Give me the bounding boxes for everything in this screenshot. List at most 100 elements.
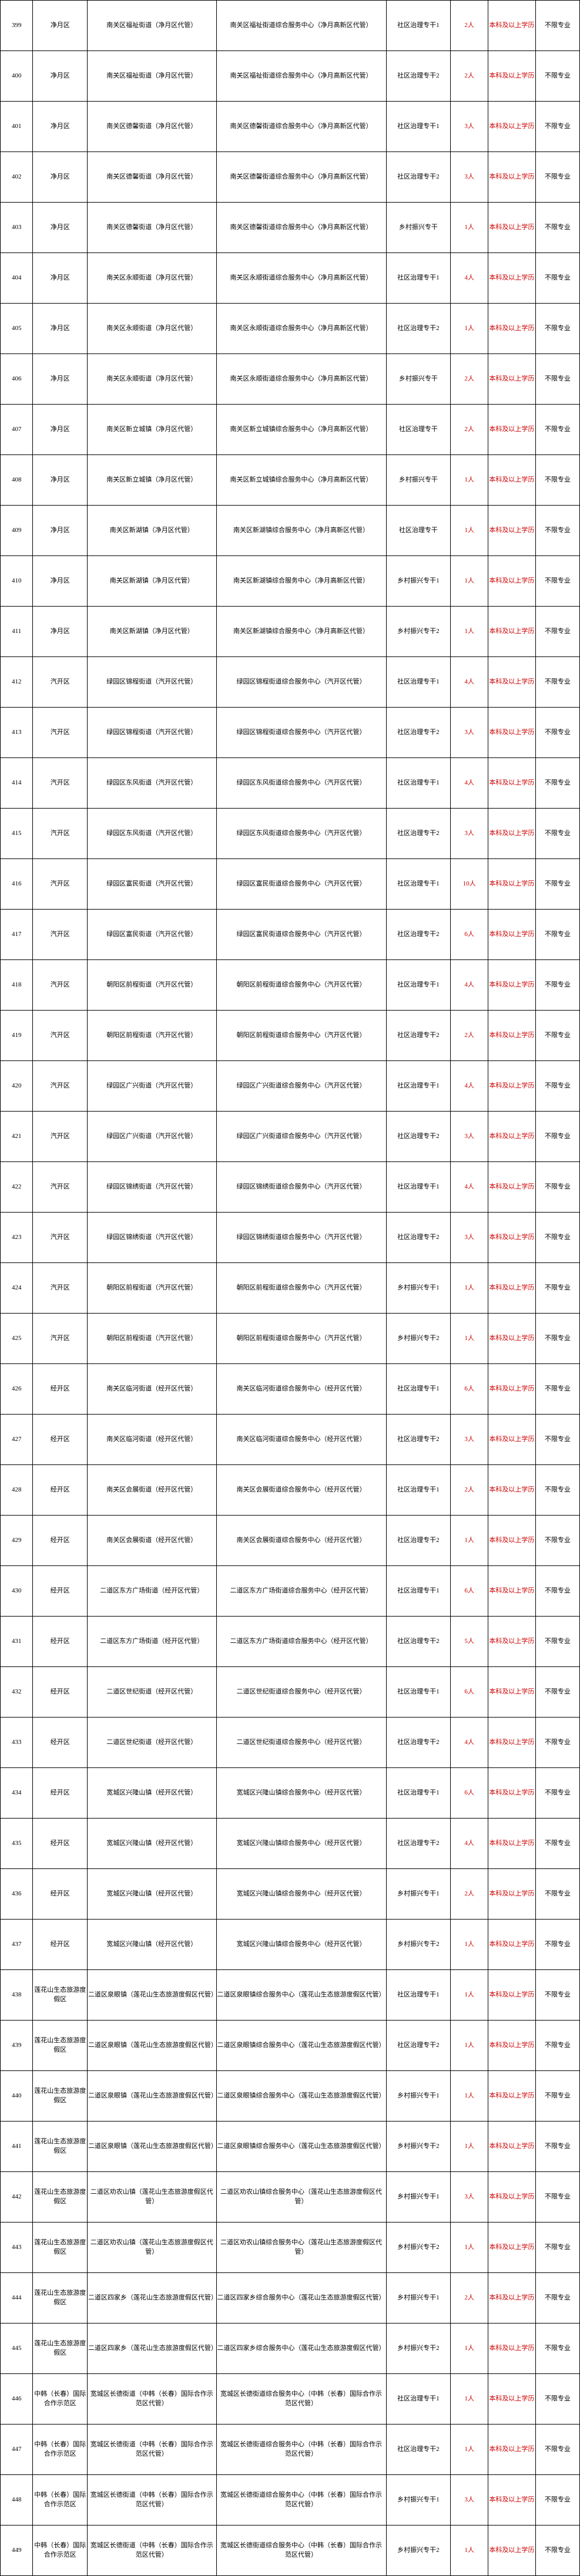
major-cell: 不限专业 — [535, 1112, 579, 1162]
district-cell: 莲花山生态旅游度假区 — [33, 2071, 87, 2122]
count-cell: 2人 — [451, 1869, 488, 1920]
major-cell: 不限专业 — [535, 1213, 579, 1263]
row-index: 413 — [1, 708, 33, 758]
post-cell: 乡村振兴专干 — [386, 354, 451, 405]
district-cell: 中韩（长春）国际合作示范区 — [33, 2475, 87, 2526]
row-index: 425 — [1, 1314, 33, 1364]
count-cell: 1人 — [451, 304, 488, 354]
major-cell: 不限专业 — [535, 1920, 579, 1970]
district-cell: 莲花山生态旅游度假区 — [33, 2324, 87, 2374]
district-cell: 净月区 — [33, 455, 87, 506]
center-cell: 宽城区兴隆山镇综合服务中心（经开区代管） — [216, 1819, 386, 1869]
count-cell: 3人 — [451, 708, 488, 758]
count-cell: 3人 — [451, 809, 488, 859]
table-row: 431经开区二道区东方广场街道（经开区代管）二道区东方广场街道综合服务中心（经开… — [1, 1617, 580, 1667]
street-cell: 绿园区东风街道（汽开区代管） — [87, 758, 216, 809]
table-row: 446中韩（长春）国际合作示范区宽城区长德街道（中韩（长春）国际合作示范区代管）… — [1, 2374, 580, 2425]
center-cell: 绿园区富民街道综合服务中心（汽开区代管） — [216, 910, 386, 960]
table-row: 427经开区南关区临河街道（经开区代管）南关区临河街道综合服务中心（经开区代管）… — [1, 1415, 580, 1465]
major-cell: 不限专业 — [535, 657, 579, 708]
count-cell: 1人 — [451, 2122, 488, 2172]
count-cell: 3人 — [451, 1213, 488, 1263]
center-cell: 南关区会展街道综合服务中心（经开区代管） — [216, 1516, 386, 1566]
edu-cell: 本科及以上学历 — [488, 859, 535, 910]
street-cell: 二道区四家乡（莲花山生态旅游度假区代管） — [87, 2273, 216, 2324]
row-index: 415 — [1, 809, 33, 859]
count-cell: 3人 — [451, 2172, 488, 2223]
major-cell: 不限专业 — [535, 253, 579, 304]
major-cell: 不限专业 — [535, 758, 579, 809]
district-cell: 莲花山生态旅游度假区 — [33, 2021, 87, 2071]
street-cell: 南关区福祉街道（净月区代管） — [87, 1, 216, 51]
center-cell: 南关区新立城镇综合服务中心（净月高新区代管） — [216, 455, 386, 506]
district-cell: 净月区 — [33, 253, 87, 304]
major-cell: 不限专业 — [535, 152, 579, 203]
center-cell: 二道区东方广场街道综合服务中心（经开区代管） — [216, 1617, 386, 1667]
district-cell: 净月区 — [33, 203, 87, 253]
row-index: 399 — [1, 1, 33, 51]
edu-cell: 本科及以上学历 — [488, 1415, 535, 1465]
post-cell: 社区治理专干1 — [386, 1061, 451, 1112]
district-cell: 中韩（长春）国际合作示范区 — [33, 2425, 87, 2475]
table-row: 423汽开区绿园区锦绣街道（汽开区代管）绿园区锦绣街道综合服务中心（汽开区代管）… — [1, 1213, 580, 1263]
street-cell: 朝阳区前程街道（汽开区代管） — [87, 1263, 216, 1314]
edu-cell: 本科及以上学历 — [488, 405, 535, 455]
edu-cell: 本科及以上学历 — [488, 758, 535, 809]
street-cell: 二道区泉眼镇（莲花山生态旅游度假区代管） — [87, 2122, 216, 2172]
edu-cell: 本科及以上学历 — [488, 1718, 535, 1768]
street-cell: 绿园区广兴街道（汽开区代管） — [87, 1061, 216, 1112]
edu-cell: 本科及以上学历 — [488, 1162, 535, 1213]
major-cell: 不限专业 — [535, 1, 579, 51]
center-cell: 南关区福祉街道综合服务中心（净月高新区代管） — [216, 1, 386, 51]
row-index: 400 — [1, 51, 33, 102]
row-index: 436 — [1, 1869, 33, 1920]
major-cell: 不限专业 — [535, 1314, 579, 1364]
table-row: 444莲花山生态旅游度假区二道区四家乡（莲花山生态旅游度假区代管）二道区四家乡综… — [1, 2273, 580, 2324]
edu-cell: 本科及以上学历 — [488, 2122, 535, 2172]
center-cell: 绿园区东风街道综合服务中心（汽开区代管） — [216, 758, 386, 809]
district-cell: 经开区 — [33, 1718, 87, 1768]
district-cell: 经开区 — [33, 1465, 87, 1516]
table-row: 401净月区南关区德馨街道（净月区代管）南关区德馨街道综合服务中心（净月高新区代… — [1, 102, 580, 152]
center-cell: 南关区临河街道综合服务中心（经开区代管） — [216, 1415, 386, 1465]
table-body: 399 净月区 南关区福祉街道（净月区代管）南关区福祉街道综合服务中心（净月高新区代… — [1, 1, 580, 2576]
edu-cell: 本科及以上学历 — [488, 1667, 535, 1718]
edu-cell: 本科及以上学历 — [488, 1213, 535, 1263]
row-index: 403 — [1, 203, 33, 253]
count-cell: 4人 — [451, 1061, 488, 1112]
center-cell: 绿园区锦程街道综合服务中心（汽开区代管） — [216, 708, 386, 758]
center-cell: 二道区泉眼镇综合服务中心（莲花山生态旅游度假区代管） — [216, 2071, 386, 2122]
street-cell: 绿园区广兴街道（汽开区代管） — [87, 1112, 216, 1162]
table-row: 422汽开区绿园区锦绣街道（汽开区代管）绿园区锦绣街道综合服务中心（汽开区代管）… — [1, 1162, 580, 1213]
district-cell: 净月区 — [33, 405, 87, 455]
table-row: 426经开区南关区临河街道（经开区代管）南关区临河街道综合服务中心（经开区代管）… — [1, 1364, 580, 1415]
center-cell: 南关区临河街道综合服务中心（经开区代管） — [216, 1364, 386, 1415]
table-row: 418汽开区朝阳区前程街道（汽开区代管）朝阳区前程街道综合服务中心（汽开区代管）… — [1, 960, 580, 1011]
table-row: 433经开区二道区世纪街道（经开区代管）二道区世纪街道综合服务中心（经开区代管）… — [1, 1718, 580, 1768]
edu-cell: 本科及以上学历 — [488, 506, 535, 556]
edu-cell: 本科及以上学历 — [488, 809, 535, 859]
post-cell: 社区治理专干2 — [386, 304, 451, 354]
street-cell: 绿园区锦绣街道（汽开区代管） — [87, 1213, 216, 1263]
major-cell: 不限专业 — [535, 607, 579, 657]
center-cell: 二道区世纪街道综合服务中心（经开区代管） — [216, 1667, 386, 1718]
table-row: 403净月区南关区德馨街道（净月区代管）南关区德馨街道综合服务中心（净月高新区代… — [1, 203, 580, 253]
center-cell: 二道区劝农山镇综合服务中心（莲花山生态旅游度假区代管） — [216, 2223, 386, 2273]
row-index: 419 — [1, 1011, 33, 1061]
post-cell: 乡村振兴专干2 — [386, 1920, 451, 1970]
row-index: 447 — [1, 2425, 33, 2475]
district-cell: 净月区 — [33, 607, 87, 657]
count-cell: 1人 — [451, 1314, 488, 1364]
major-cell: 不限专业 — [535, 1011, 579, 1061]
district-cell: 中韩（长春）国际合作示范区 — [33, 2526, 87, 2576]
center-cell: 南关区永顺街道综合服务中心（净月高新区代管） — [216, 253, 386, 304]
row-index: 427 — [1, 1415, 33, 1465]
edu-cell: 本科及以上学历 — [488, 910, 535, 960]
center-cell: 二道区泉眼镇综合服务中心（莲花山生态旅游度假区代管） — [216, 1970, 386, 2021]
center-cell: 二道区泉眼镇综合服务中心（莲花山生态旅游度假区代管） — [216, 2021, 386, 2071]
district-cell: 经开区 — [33, 1768, 87, 1819]
district-cell: 经开区 — [33, 1617, 87, 1667]
district-cell: 汽开区 — [33, 1213, 87, 1263]
edu-cell: 本科及以上学历 — [488, 2172, 535, 2223]
street-cell: 宽城区兴隆山镇（经开区代管） — [87, 1869, 216, 1920]
